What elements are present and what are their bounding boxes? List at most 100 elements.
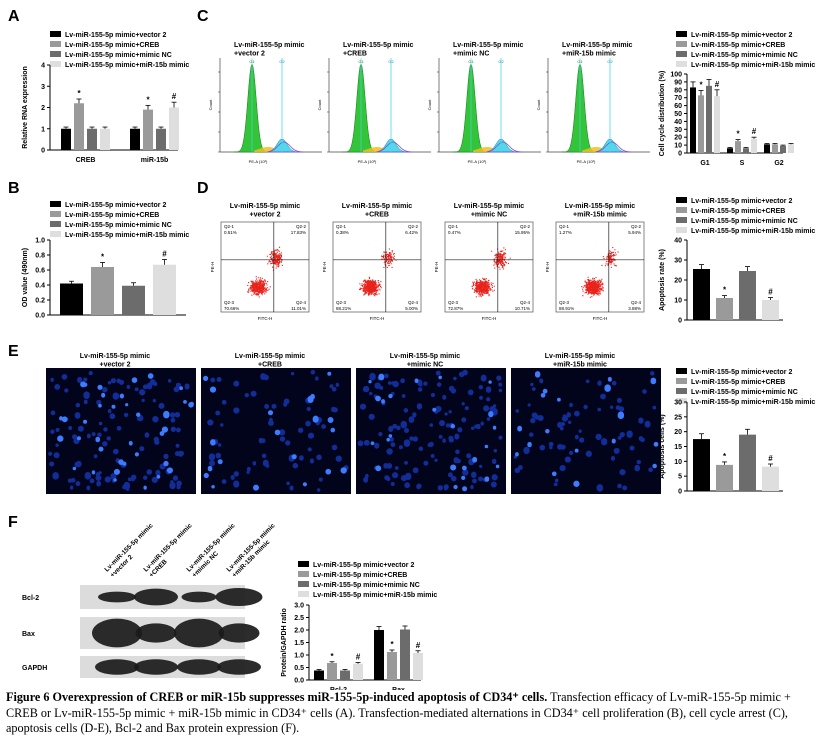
bar (714, 96, 720, 153)
y-tick-label: 25 (674, 414, 682, 421)
bar (751, 138, 757, 153)
legend-swatch (676, 227, 687, 233)
bar (762, 466, 779, 491)
quadrant-label-q4: Q2-4 (408, 300, 419, 305)
quadrant-label-q3: 72.87% (448, 306, 463, 311)
bar (374, 630, 384, 680)
y-tick-label: 20 (674, 135, 682, 142)
quadrant-label-q4: 11.01% (291, 306, 306, 311)
flow-plot-title: +miR-15b mimic (573, 212, 627, 219)
legend-swatch (676, 51, 687, 57)
gate-label-g2: G2 (607, 59, 613, 64)
significance-mark: * (390, 640, 394, 649)
y-tick-label: 0.2 (35, 298, 45, 305)
nuclei-dapi (513, 371, 658, 492)
y-tick-label: 40 (674, 238, 682, 245)
blot-band (135, 623, 177, 643)
y-axis-label: Relative RNA expression (22, 66, 29, 149)
tunel-image: Lv-miR-155-5p mimic +mimic NC (356, 353, 506, 494)
y-tick-label: 0 (678, 318, 682, 325)
flow-events (359, 248, 397, 297)
blot-strip: GAPDH (22, 656, 261, 678)
legend-swatch (50, 211, 61, 217)
legend-label: Lv-miR-155-5p mimic+vector 2 (313, 562, 414, 569)
significance-mark: # (162, 250, 167, 259)
histogram-title: +CREB (343, 51, 367, 58)
legend-f: Lv-miR-155-5p mimic+vector 2 Lv-miR-155-5… (298, 561, 437, 599)
bar (788, 144, 794, 153)
y-tick-label: 50 (674, 111, 682, 118)
quadrant-label-q1: Q2-1 (336, 224, 347, 229)
flow-plot-frame (555, 221, 645, 313)
significance-mark: * (736, 130, 740, 139)
quadrant-label-q1: 0.47% (448, 230, 461, 235)
nuclei-bright (202, 371, 347, 491)
flow-plot-frame (332, 221, 422, 313)
blot-label: GAPDH (22, 665, 47, 672)
legend-label: Lv-miR-155-5p mimic+CREB (691, 208, 785, 215)
flow-plot-title: Lv-miR-155-5p mimic (230, 203, 301, 210)
tunel-image: Lv-miR-155-5p mimic +vector 2 (46, 353, 196, 494)
gate-label-g1: G1 (468, 59, 474, 64)
quadrant-label-q4: Q2-4 (520, 300, 531, 305)
tunel-image-title: Lv-miR-155-5p mimic (80, 353, 151, 360)
quadrant-label-q3: Q2-3 (559, 300, 570, 305)
y-tick-label: 3.0 (294, 603, 304, 610)
y-tick-label: 30 (674, 127, 682, 134)
flow-dot-plot: Lv-miR-155-5p mimic +miR-15b mimicQ2-11.2… (545, 203, 645, 321)
quadrant-label-q2: 17.83% (291, 230, 306, 235)
y-tick-label: 0 (678, 151, 682, 158)
y-axis-label: OD value (490nm) (22, 248, 29, 307)
legend-label: Lv-miR-155-5p mimic+miR-15b mimic (65, 232, 189, 239)
flow-x-label: FITC-H (370, 316, 385, 321)
gate-label-g1: G1 (358, 59, 364, 64)
histogram-title: Lv-miR-155-5p mimic (453, 42, 524, 49)
quadrant-label-q1: Q2-1 (448, 224, 459, 229)
histogram-x-label: PE-A (10³) (249, 159, 268, 164)
significance-mark: * (723, 286, 727, 295)
x-tick-label: Bax (392, 687, 405, 690)
bar (698, 95, 704, 153)
blot-band (98, 591, 136, 603)
quadrant-label-q4: 10.71% (515, 306, 530, 311)
blot-label: Bax (22, 631, 35, 638)
legend-label: Lv-miR-155-5p mimic+mimic NC (65, 222, 172, 229)
bar (87, 128, 97, 150)
legend-swatch (676, 398, 687, 404)
tunel-image: Lv-miR-155-5p mimic +miR-15b mimic (511, 353, 661, 494)
legend-a: Lv-miR-155-5p mimic+vector 2 Lv-miR-155-5… (50, 31, 189, 69)
histogram-y-label: Count (536, 99, 541, 111)
bar (156, 128, 166, 150)
legend-label: Lv-miR-155-5p mimic+CREB (691, 379, 785, 386)
legend-swatch (50, 41, 61, 47)
y-tick-label: 20 (674, 278, 682, 285)
legend-swatch (298, 591, 309, 597)
flow-plot-frame (220, 221, 310, 313)
histogram-y-label: Count (427, 99, 432, 111)
quadrant-label-q3: Q2-3 (448, 300, 459, 305)
legend-swatch (50, 51, 61, 57)
significance-mark: * (330, 652, 334, 661)
bar-chart-e: 0 5 10 15 20 25 30 Apoptosis cells (%) * # (659, 400, 783, 496)
bar (60, 283, 83, 315)
y-tick-label: 20 (674, 429, 682, 436)
quadrant-label-q2: Q2-2 (296, 224, 307, 229)
significance-mark: # (768, 454, 773, 463)
cell-cycle-histogram: Lv-miR-155-5p mimic +vector 2G1 G2 PE-A (10… (208, 42, 322, 164)
bar (727, 148, 733, 153)
nuclei-dapi (48, 370, 190, 491)
flow-events (471, 247, 511, 298)
bar (130, 128, 140, 150)
fit-curve (486, 141, 524, 153)
bar-chart-f: 0.0 0.5 1.0 1.5 2.0 2.5 3.0 Protein/GAPDH ratio… (281, 603, 423, 690)
y-tick-label: 3 (41, 84, 45, 91)
y-tick-label: 40 (674, 119, 682, 126)
histogram-title: Lv-miR-155-5p mimic (234, 42, 305, 49)
panel-letter-d: D (197, 180, 209, 197)
histogram-y-label: Count (317, 99, 322, 111)
flow-x-label: FITC-H (482, 316, 497, 321)
blot-band (217, 659, 261, 675)
bar (743, 148, 749, 153)
quadrant-label-q4: 5.00% (405, 306, 418, 311)
nuclei-dapi (207, 369, 349, 492)
